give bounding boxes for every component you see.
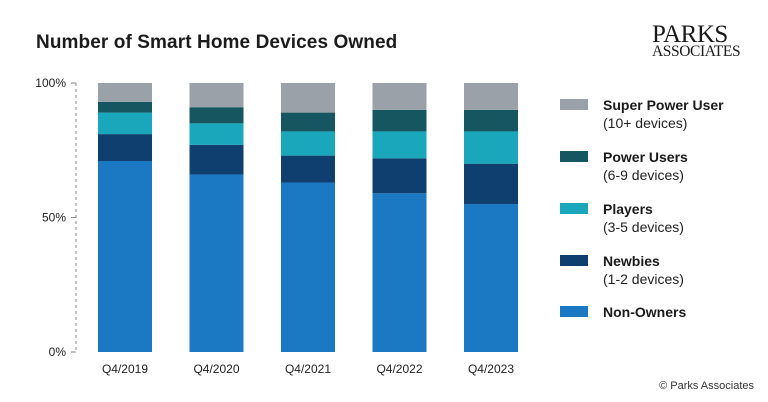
legend-sublabel-power-users: (6-9 devices) xyxy=(603,167,684,183)
y-tick-label: 50% xyxy=(42,211,66,225)
legend-label-power-users: Power Users xyxy=(603,149,688,165)
bar-segment-super-power-user xyxy=(189,83,244,108)
legend-swatch-players xyxy=(560,203,588,214)
bar-segment-players xyxy=(98,112,152,135)
bar-segment-power-users xyxy=(464,109,518,132)
x-tick-label: Q4/2021 xyxy=(285,362,331,376)
bar-segment-newbies xyxy=(281,155,335,183)
bar-segment-power-users xyxy=(372,109,427,132)
chart-title: Number of Smart Home Devices Owned xyxy=(36,32,398,53)
bar-segment-non-owners xyxy=(372,193,427,352)
x-tick-label: Q4/2023 xyxy=(468,362,514,376)
legend-swatch-non-owners xyxy=(560,306,588,317)
y-tick-label: 100% xyxy=(35,76,66,90)
bar-segment-non-owners xyxy=(98,161,152,352)
bar-segment-super-power-user xyxy=(372,83,427,110)
bar-segment-non-owners xyxy=(281,182,335,352)
logo-line-2: ASSOCIATES xyxy=(652,43,741,61)
legend-swatch-power-users xyxy=(560,151,588,162)
parks-associates-logo: PARKS ASSOCIATES xyxy=(652,21,744,61)
y-tick-label: 0% xyxy=(49,345,67,359)
bar-segment-super-power-user xyxy=(98,83,152,102)
bar-segment-newbies xyxy=(98,134,152,162)
legend-label-players: Players xyxy=(603,201,653,217)
bar-segment-newbies xyxy=(372,158,427,194)
legend-label-newbies: Newbies xyxy=(603,253,660,269)
legend-swatch-super-power-user xyxy=(560,99,588,110)
bar-segment-power-users xyxy=(189,107,244,124)
bar-segment-players xyxy=(281,131,335,156)
bar-segment-super-power-user xyxy=(281,83,335,113)
legend-sublabel-newbies: (1-2 devices) xyxy=(603,271,684,287)
bar-segment-players xyxy=(464,131,518,164)
legend-swatch-newbies xyxy=(560,255,588,266)
bar-segment-newbies xyxy=(189,144,244,175)
bar-segment-non-owners xyxy=(464,204,518,352)
bar-segment-players xyxy=(189,123,244,145)
legend-sublabel-super-power-user: (10+ devices) xyxy=(603,115,688,131)
legend-label-non-owners: Non-Owners xyxy=(603,304,687,320)
bar-segment-players xyxy=(372,131,427,159)
legend-sublabel-players: (3-5 devices) xyxy=(603,219,684,235)
bar-segment-power-users xyxy=(98,101,152,113)
x-tick-label: Q4/2020 xyxy=(193,362,239,376)
bar-segment-super-power-user xyxy=(464,83,518,110)
x-tick-label: Q4/2019 xyxy=(102,362,148,376)
legend-label-super-power-user: Super Power User xyxy=(603,97,724,113)
x-tick-label: Q4/2022 xyxy=(376,362,422,376)
bar-segment-newbies xyxy=(464,163,518,205)
bar-segment-non-owners xyxy=(189,174,244,352)
copyright-notice: © Parks Associates xyxy=(659,380,754,392)
bar-segment-power-users xyxy=(281,112,335,132)
logo-line-1: PARKS xyxy=(652,21,728,48)
